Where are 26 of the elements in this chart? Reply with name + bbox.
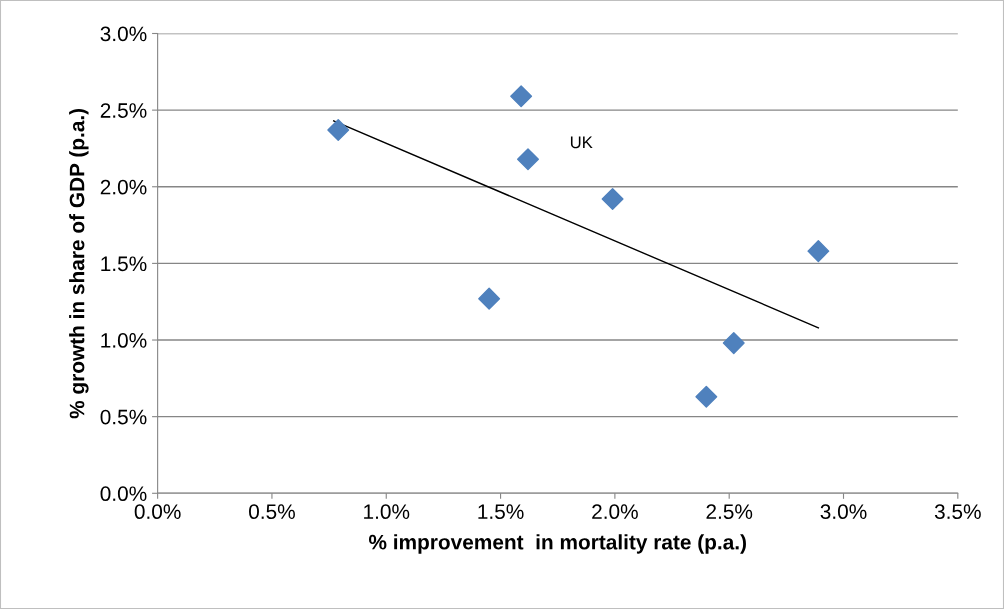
- point: [722, 332, 745, 355]
- x-tick-label: 0.5%: [249, 504, 295, 520]
- annotation: UK: [570, 136, 593, 149]
- y-tick-label: 3.0%: [100, 26, 147, 42]
- point: [517, 148, 539, 171]
- point: [510, 85, 533, 108]
- x-tick-label: 0.0%: [134, 504, 181, 520]
- y-tick-label: 1.0%: [101, 333, 147, 348]
- point: [478, 287, 501, 310]
- y-tick-label: 2.5%: [100, 103, 147, 118]
- point: [807, 240, 830, 263]
- x-tick-label: 2.0%: [592, 504, 638, 520]
- x-tick-label: 1.5%: [478, 504, 524, 520]
- x-tick-label: 3.5%: [934, 504, 981, 520]
- y-axis-title: % growth in share of GDP (p.a.): [69, 108, 89, 419]
- point: [601, 188, 624, 211]
- y-tick-label: 2.0%: [100, 179, 147, 195]
- x-axis-title: % improvement in mortality rate (p.a.): [368, 534, 746, 554]
- y-tick-label: 0.0%: [100, 486, 147, 502]
- x-tick-label: 2.5%: [706, 504, 753, 520]
- y-tick-label: 0.5%: [100, 409, 147, 425]
- x-tick-label: 1.0%: [364, 504, 410, 520]
- x-tick-label: 3.0%: [820, 504, 867, 520]
- point: [695, 385, 718, 408]
- point: [327, 119, 350, 142]
- y-tick-label: 1.5%: [101, 256, 147, 272]
